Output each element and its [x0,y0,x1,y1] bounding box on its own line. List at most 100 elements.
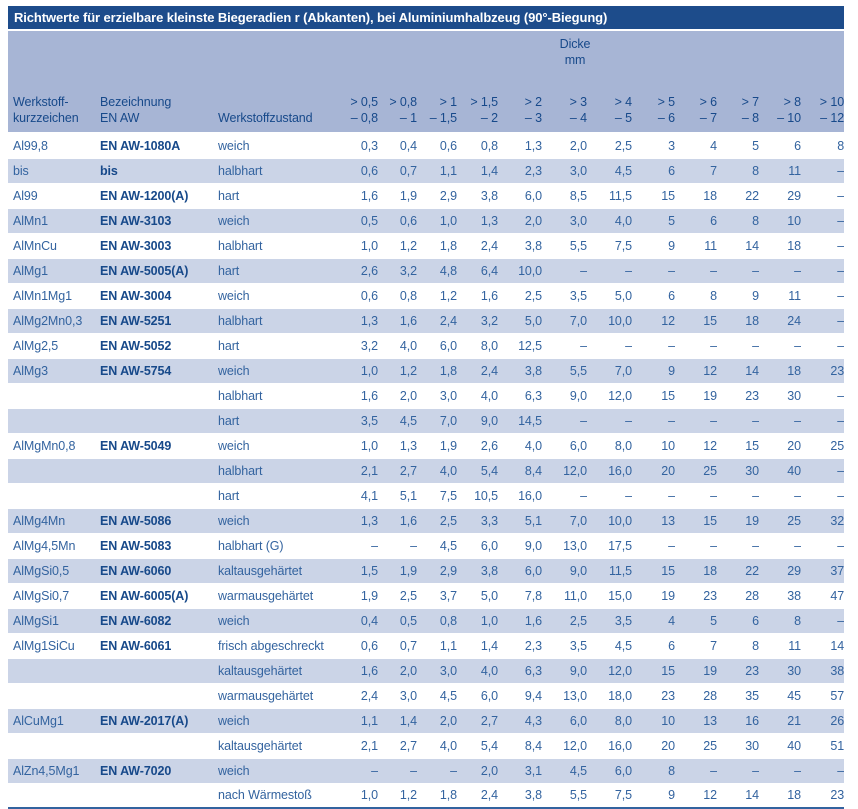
value-cell: 1,8 [417,783,457,809]
value-cell: 4,5 [378,408,417,434]
condition-cell: halbhart [218,458,340,484]
table-row: Al99 EN AW-1200(A) hart 1,6 1,9 2,9 3,8 6,0 8,5 1… [8,183,845,209]
value-cell: 3,2 [457,308,498,334]
table-row: hart 4,1 5,1 7,5 10,5 16,0– – – – – – – [8,483,845,509]
value-cell: 14 [717,783,759,809]
value-cell: 0,8 [378,283,417,309]
value-cell: – [801,758,845,784]
value-cell: 2,7 [378,458,417,484]
en-aw-cell: EN AW-3004 [100,283,218,309]
thickness-group-label-line1: Dicke [559,37,591,51]
value-cell: 15 [717,433,759,459]
value-cell: 2,5 [542,608,587,634]
condition-cell: warmausgehärtet [218,683,340,709]
condition-cell: nach Wärmestoß [218,783,340,809]
table-row: AlMgSi1 EN AW-6082 weich 0,4 0,5 0,8 1,0 1,6 2,5… [8,608,845,634]
thickness-group-label: Dicke mm [340,31,844,78]
value-cell: 13,0 [542,683,587,709]
value-cell: 6 [717,608,759,634]
condition-cell: frisch abgeschreckt [218,633,340,659]
value-cell: 2,4 [417,308,457,334]
value-cell: 1,9 [417,433,457,459]
value-cell: 2,0 [378,658,417,684]
material-code-cell [8,483,100,509]
material-code-cell: Al99 [8,183,100,209]
value-cell: 13,0 [542,533,587,559]
thickness-col-header: > 0,8– 1 [389,95,417,125]
value-cell: 1,6 [340,183,378,209]
value-cell: 1,2 [417,283,457,309]
value-cell: 1,6 [378,508,417,534]
value-cell: 7,0 [542,508,587,534]
value-cell: 4,5 [587,633,632,659]
value-cell: 5 [632,208,675,234]
value-cell: 3,0 [378,683,417,709]
value-cell: – [801,308,845,334]
value-cell: – [801,483,845,509]
value-cell: 7,0 [542,308,587,334]
value-cell: – [542,408,587,434]
material-code-cell [8,458,100,484]
value-cell: 5,4 [457,733,498,759]
en-aw-cell: EN AW-5049 [100,433,218,459]
en-aw-cell: EN AW-5083 [100,533,218,559]
value-cell: 12 [675,783,717,809]
value-cell: – [632,483,675,509]
value-cell: 3,8 [457,183,498,209]
value-cell: 9 [632,358,675,384]
value-cell: 6,0 [498,183,542,209]
value-cell: 5,5 [542,233,587,259]
value-cell: 35 [717,683,759,709]
condition-cell: halbhart [218,383,340,409]
value-cell: – [587,333,632,359]
material-code-cell [8,408,100,434]
value-cell: 8 [801,133,845,159]
material-code-cell [8,683,100,709]
value-cell: 1,9 [378,183,417,209]
value-cell: 2,0 [378,383,417,409]
value-cell: 4,5 [417,683,457,709]
condition-cell: hart [218,258,340,284]
value-cell: 30 [717,733,759,759]
value-cell: 12,5 [498,333,542,359]
table-row: hart 3,5 4,5 7,0 9,0 14,5– – – – – – – [8,408,845,434]
value-cell: 7,5 [417,483,457,509]
value-cell: – [378,533,417,559]
value-cell: 22 [717,558,759,584]
value-cell: 1,6 [378,308,417,334]
value-cell: 16 [717,708,759,734]
value-cell: 6 [675,208,717,234]
value-cell: 11,5 [587,183,632,209]
value-cell: – [587,408,632,434]
value-cell: 5,1 [498,508,542,534]
value-cell: 10 [759,208,801,234]
value-cell: 1,9 [378,558,417,584]
value-cell: 30 [759,658,801,684]
en-aw-cell [100,408,218,434]
table-row: AlZn4,5Mg1 EN AW-7020 weich – – –2,0 3,1 4,5 6,0… [8,758,845,784]
value-cell: 4,8 [417,258,457,284]
value-cell: 1,9 [340,583,378,609]
value-cell: 8 [717,158,759,184]
value-cell: 12 [675,433,717,459]
thickness-col-header: > 3– 4 [569,95,588,125]
value-cell: 9 [632,783,675,809]
table-body: Al99,8 EN AW-1080A weich 0,3 0,4 0,6 0,8 1,3 2,0… [8,133,845,809]
condition-cell: hart [218,483,340,509]
value-cell: 21 [759,708,801,734]
table-row: kaltausgehärtet 1,6 2,0 3,0 4,0 6,3 9,0 12,0 15 1… [8,658,845,684]
value-cell: – [801,458,845,484]
value-cell: 26 [801,708,845,734]
value-cell: 4,0 [498,433,542,459]
en-aw-cell: EN AW-7020 [100,758,218,784]
table-row: Al99,8 EN AW-1080A weich 0,3 0,4 0,6 0,8 1,3 2,0… [8,133,845,159]
value-cell: – [801,183,845,209]
material-code-cell: AlMg4,5Mn [8,533,100,559]
value-cell: 11 [759,283,801,309]
value-cell: 3,5 [542,633,587,659]
value-cell: 7 [675,633,717,659]
value-cell: 2,4 [457,358,498,384]
value-cell: 12,0 [587,658,632,684]
value-cell: 15 [632,383,675,409]
condition-cell: weich [218,208,340,234]
